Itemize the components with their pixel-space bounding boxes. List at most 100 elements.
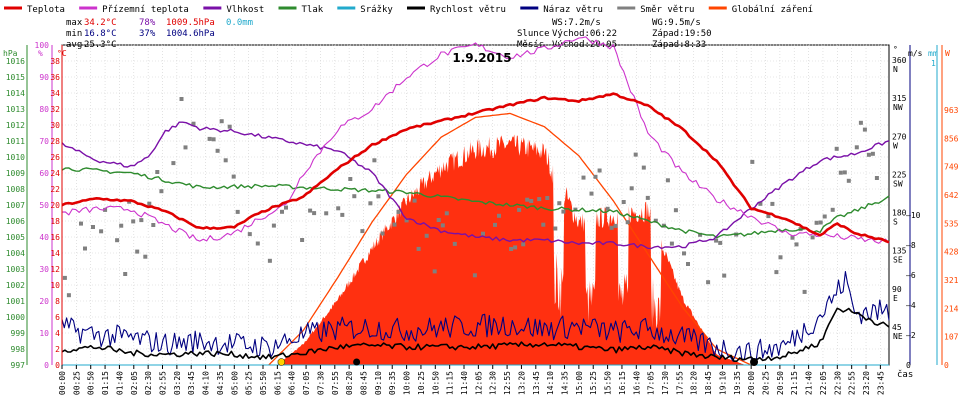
- tick-radiation: 749: [944, 163, 959, 172]
- wind-dir-point: [842, 170, 847, 175]
- wind-dir-point: [348, 177, 353, 181]
- legend-label-5: Rychlost větru: [430, 5, 506, 15]
- x-tick-label: 04:35: [216, 371, 225, 395]
- tick-direction: 45: [892, 323, 902, 332]
- sun-set: Západ:19:50: [652, 29, 712, 39]
- tick-direction: 270: [892, 132, 907, 141]
- tick-temperature: 28: [50, 137, 60, 146]
- tick-pressure: 1008: [6, 185, 25, 194]
- x-tick-label: 11:15: [446, 371, 455, 395]
- wind-dir-point: [706, 280, 711, 285]
- wind-dir-point: [151, 223, 156, 227]
- x-tick-label: 06:40: [288, 371, 297, 395]
- wind-dir-point: [605, 206, 610, 211]
- series-temperature-line: [61, 92, 890, 244]
- x-tick-label: 15:00: [575, 371, 584, 395]
- x-tick-label: 02:55: [159, 371, 168, 395]
- tick-pressure: 1004: [6, 249, 25, 258]
- wind-dir-point: [581, 175, 586, 180]
- tick-pressure: 1001: [6, 297, 25, 306]
- wind-dir-point: [537, 197, 542, 202]
- tick-percent: 100: [35, 41, 50, 50]
- tick-pressure: 1016: [6, 57, 25, 66]
- wind-dir-point: [280, 209, 284, 214]
- wind-dir-point: [412, 198, 417, 203]
- tick-pressure: 998: [11, 345, 26, 354]
- tick-direction-cardinal: S: [893, 218, 898, 227]
- wind-dir-point: [621, 200, 626, 204]
- tick-pressure: 1009: [6, 169, 25, 178]
- x-tick-label: 07:05: [302, 371, 311, 395]
- x-tick-label: 07:55: [331, 371, 340, 395]
- x-tick-label: 09:10: [374, 371, 383, 395]
- x-tick-label: 01:40: [115, 371, 124, 395]
- x-tick-label: 21:15: [790, 371, 799, 395]
- wind-dir-point: [698, 232, 703, 237]
- wind-dir-point: [255, 241, 260, 246]
- tick-radiation: 642: [944, 191, 959, 200]
- wind-dir-point: [593, 174, 598, 179]
- wind-dir-point: [308, 208, 313, 213]
- tick-direction-cardinal: SE: [893, 256, 903, 265]
- tick-temperature: 12: [50, 265, 60, 274]
- tick-wind: —6: [906, 271, 916, 280]
- tick-temperature: 2: [55, 345, 60, 354]
- tick-radiation: 963: [944, 106, 959, 115]
- stats-min-press: 1004.6hPa: [166, 29, 215, 39]
- tick-temperature: 20: [50, 201, 60, 210]
- wind-dir-point: [368, 201, 373, 206]
- wind-dir-point: [219, 119, 224, 124]
- wind-dir-point: [135, 249, 140, 254]
- tick-pressure: 1000: [6, 313, 25, 322]
- series-wind-gust-line: [61, 271, 890, 365]
- x-tick-label: 15:25: [589, 371, 598, 395]
- tick-temperature: 10: [50, 281, 60, 290]
- wind-dir-point: [493, 222, 497, 227]
- tick-temperature: 24: [50, 169, 60, 178]
- wind-dir-point: [79, 221, 83, 226]
- wind-dir-point: [645, 195, 650, 200]
- wind-dir-point: [271, 223, 276, 228]
- tick-direction: 180: [892, 209, 907, 218]
- tick-radiation: 856: [944, 134, 959, 143]
- wind-dir-point: [870, 151, 875, 156]
- wind-dir-point: [718, 240, 723, 245]
- wind-dir-point: [874, 176, 879, 180]
- x-tick-label: 18:45: [704, 371, 713, 395]
- wind-dir-point: [336, 206, 341, 211]
- wind-dir-point: [416, 246, 421, 251]
- x-tick-label: 16:15: [618, 371, 627, 395]
- wind-dir-point: [115, 238, 120, 243]
- wind-ws: WS:7.2m/s: [552, 18, 601, 28]
- wind-dir-point: [159, 189, 164, 194]
- wind-dir-point: [376, 194, 381, 199]
- tick-temperature: 18: [50, 217, 60, 226]
- wind-dir-point: [790, 235, 795, 240]
- wind-dir-point: [211, 137, 216, 142]
- moonrise-marker: [750, 358, 759, 366]
- tick-percent: 70: [39, 137, 49, 146]
- x-tick-label: 12:30: [489, 371, 498, 395]
- stats-max-rain: 0.0mm: [226, 18, 253, 28]
- wind-dir-point: [312, 211, 317, 216]
- x-tick-label: 12:05: [474, 371, 483, 395]
- wind-dir-point: [247, 232, 252, 237]
- x-tick-label: 23:45: [876, 371, 885, 395]
- wind-dir-point: [613, 223, 618, 228]
- tick-radiation: 214: [944, 304, 959, 313]
- moonset-marker: [353, 358, 361, 366]
- tick-pressure: 999: [11, 329, 26, 338]
- wind-dir-point: [834, 146, 839, 151]
- x-tick-label: 02:05: [130, 371, 139, 395]
- wind-dir-point: [758, 201, 763, 206]
- tick-percent: 20: [39, 297, 49, 306]
- wind-dir-point: [284, 205, 288, 210]
- x-tick-label: 00:50: [87, 371, 96, 395]
- wind-dir-point: [858, 120, 863, 125]
- x-tick-label: 03:45: [187, 371, 196, 395]
- wind-dir-point: [91, 225, 95, 229]
- wind-dir-point: [497, 213, 501, 218]
- wind-dir-point: [866, 152, 871, 157]
- wind-dir-point: [653, 218, 658, 223]
